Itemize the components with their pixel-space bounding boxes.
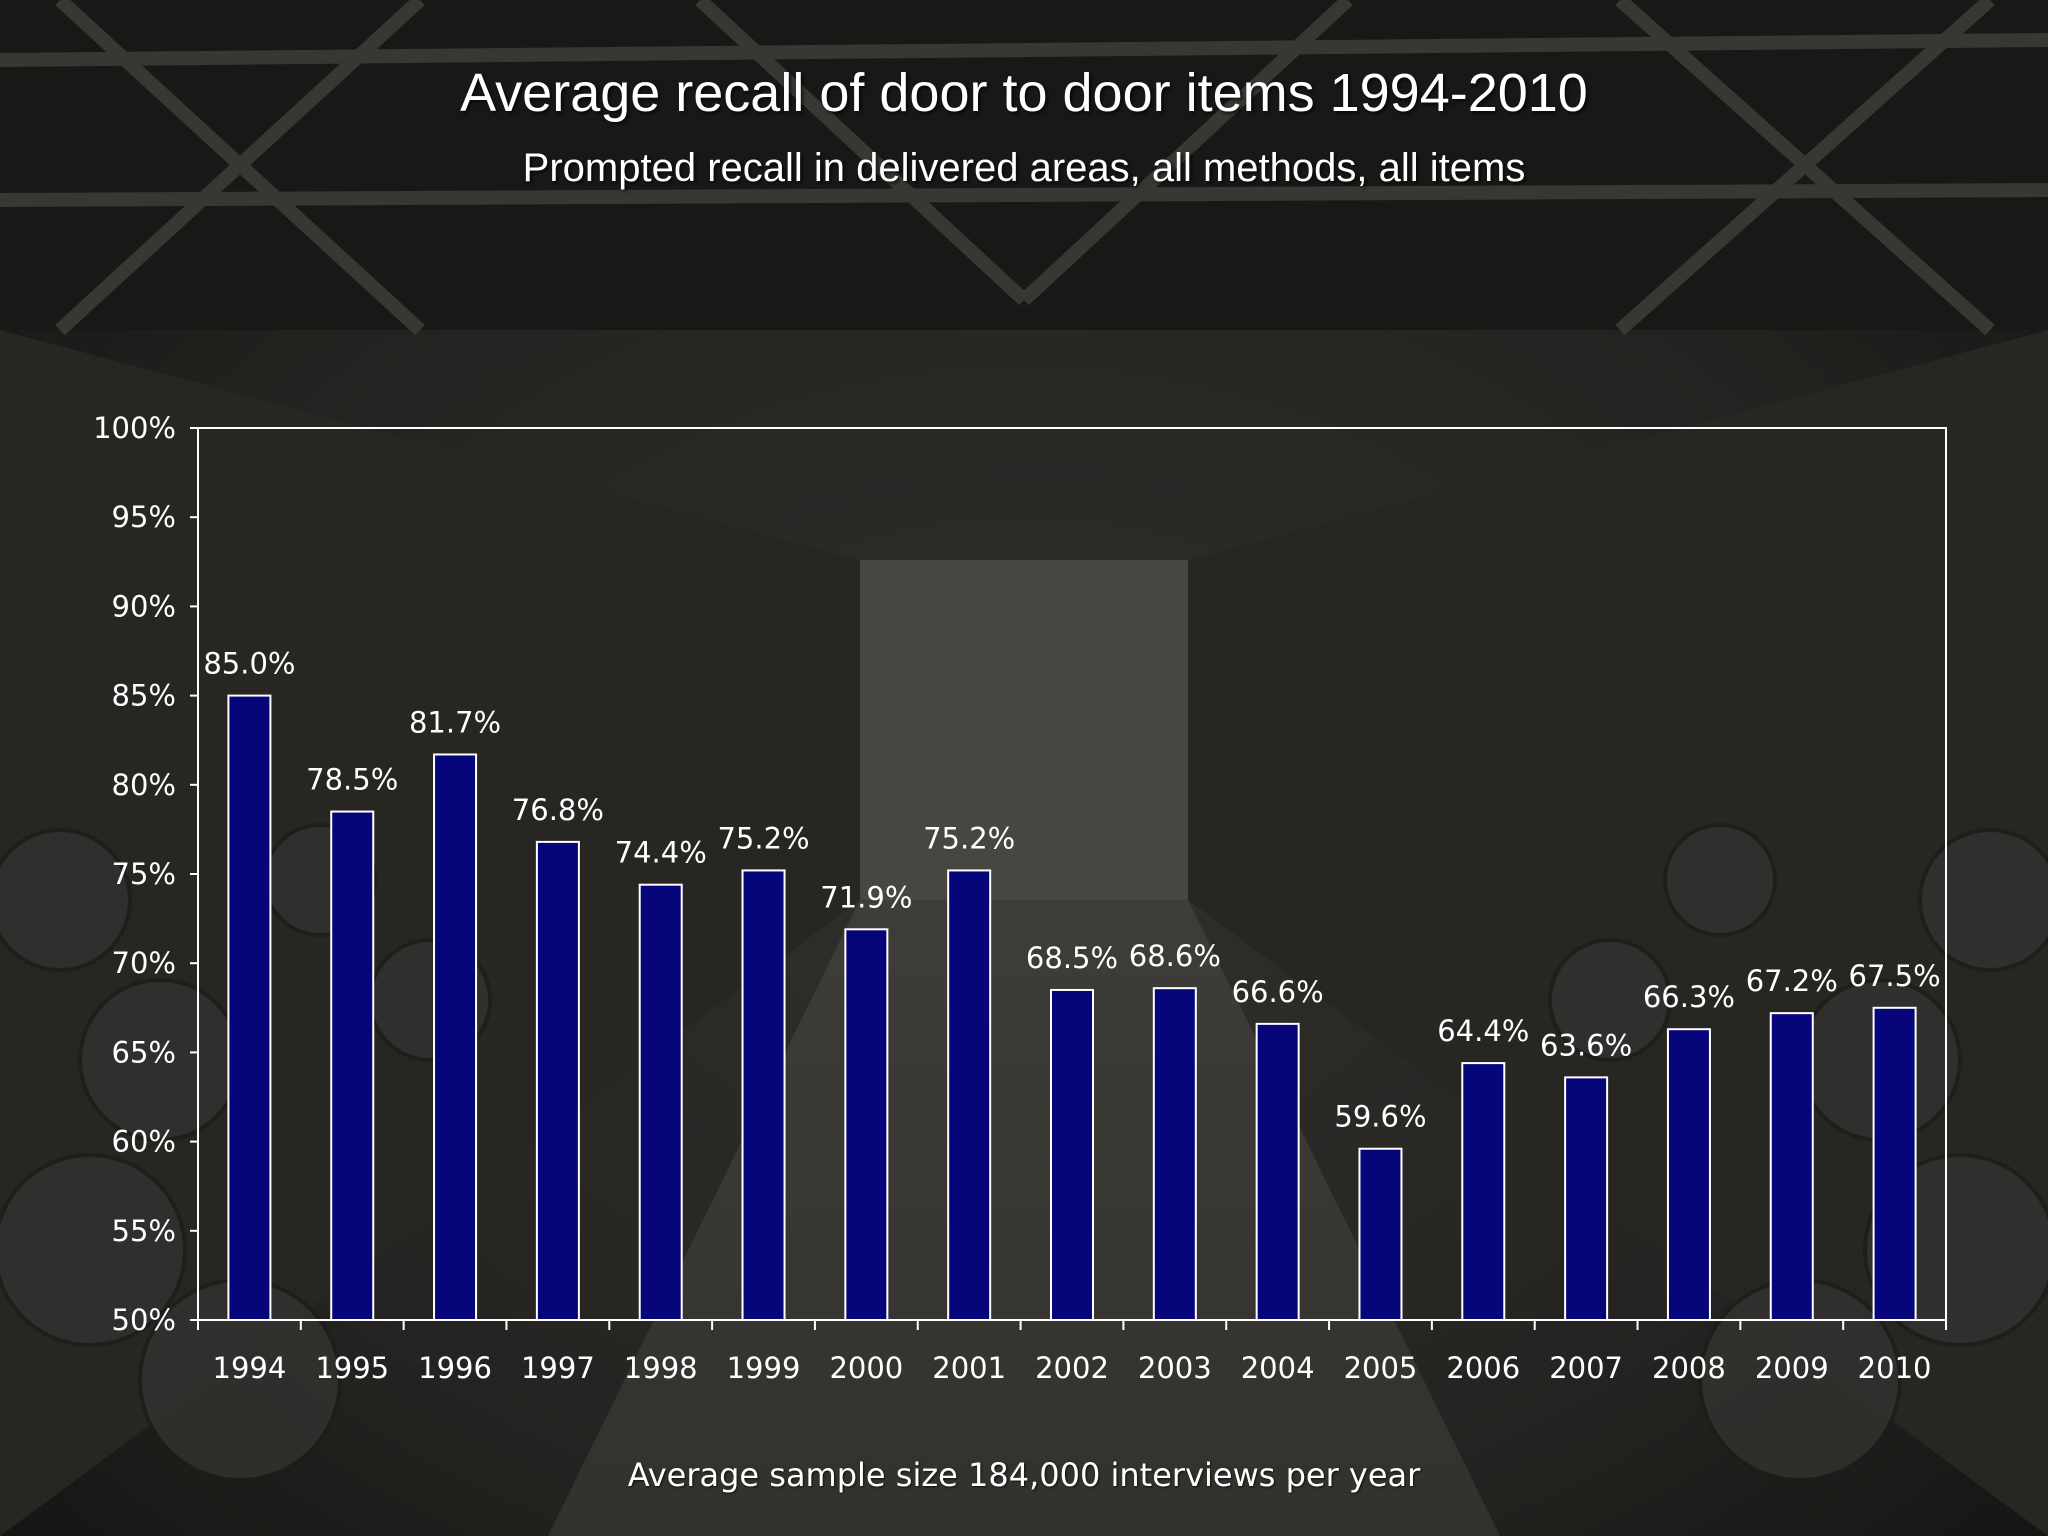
x-tick-label-2009: 2009 [1755, 1351, 1829, 1385]
y-tick-label: 85% [112, 679, 176, 713]
x-tick-label-2004: 2004 [1241, 1351, 1315, 1385]
data-label-1995: 78.5% [306, 763, 398, 797]
bar-2003 [1152, 987, 1197, 1322]
x-tick-label-2000: 2000 [829, 1351, 903, 1385]
data-label-1994: 85.0% [203, 647, 295, 681]
y-tick-label: 65% [112, 1035, 176, 1069]
x-tick-label-2008: 2008 [1652, 1351, 1726, 1385]
y-tick-label: 50% [112, 1303, 176, 1337]
bar-2007 [1564, 1076, 1609, 1321]
x-tick-label-2002: 2002 [1035, 1351, 1109, 1385]
x-tick-label-1995: 1995 [315, 1351, 389, 1385]
data-label-1999: 75.2% [717, 821, 809, 855]
data-label-2008: 66.3% [1643, 980, 1735, 1014]
bar-2006 [1461, 1062, 1506, 1321]
bar-2008 [1666, 1028, 1711, 1321]
data-label-2005: 59.6% [1334, 1100, 1426, 1134]
data-label-1997: 76.8% [512, 793, 604, 827]
chart-subtitle: Prompted recall in delivered areas, all … [522, 146, 1526, 190]
chart-title: Average recall of door to door items 199… [460, 63, 1588, 123]
y-tick-label: 70% [112, 946, 176, 980]
y-tick-label: 80% [112, 768, 176, 802]
x-tick-label-1996: 1996 [418, 1351, 492, 1385]
bar-1995 [330, 810, 375, 1321]
data-label-2007: 63.6% [1540, 1028, 1632, 1062]
x-tick-label-1999: 1999 [727, 1351, 801, 1385]
data-label-1996: 81.7% [409, 705, 501, 739]
bar-1996 [433, 753, 478, 1321]
data-label-2001: 75.2% [923, 821, 1015, 855]
x-tick-label-2010: 2010 [1858, 1351, 1932, 1385]
bar-1998 [638, 883, 683, 1321]
data-label-2000: 71.9% [820, 880, 912, 914]
data-label-2004: 66.6% [1232, 975, 1324, 1009]
x-tick-label-2005: 2005 [1344, 1351, 1418, 1385]
x-tick-label-2006: 2006 [1446, 1351, 1520, 1385]
x-tick-label-1997: 1997 [521, 1351, 595, 1385]
bar-1999 [741, 869, 786, 1321]
y-tick-label: 55% [112, 1214, 176, 1248]
x-tick-label-2003: 2003 [1138, 1351, 1212, 1385]
sample-size-footnote: Average sample size 184,000 interviews p… [627, 1456, 1421, 1494]
data-label-2002: 68.5% [1026, 941, 1118, 975]
y-tick-label: 60% [112, 1125, 176, 1159]
bar-2004 [1255, 1022, 1300, 1322]
bar-1997 [535, 840, 580, 1321]
x-tick-label-1998: 1998 [624, 1351, 698, 1385]
data-label-1998: 74.4% [615, 836, 707, 870]
y-tick-label: 75% [112, 857, 176, 891]
x-tick-label-2007: 2007 [1549, 1351, 1623, 1385]
bar-2001 [947, 869, 992, 1321]
y-tick-label: 100% [93, 411, 176, 445]
bar-2000 [844, 928, 889, 1322]
bar-2009 [1769, 1012, 1814, 1321]
bar-2010 [1872, 1006, 1917, 1321]
bar-2005 [1358, 1147, 1403, 1321]
data-label-2003: 68.6% [1129, 939, 1221, 973]
data-label-2010: 67.5% [1849, 959, 1941, 993]
x-tick-label-1994: 1994 [213, 1351, 287, 1385]
x-tick-label-2001: 2001 [932, 1351, 1006, 1385]
y-tick-label: 95% [112, 500, 176, 534]
data-label-2006: 64.4% [1437, 1014, 1529, 1048]
bar-1994 [227, 694, 272, 1321]
data-label-2009: 67.2% [1746, 964, 1838, 998]
bar-2002 [1050, 988, 1094, 1322]
y-tick-label: 90% [112, 589, 176, 623]
